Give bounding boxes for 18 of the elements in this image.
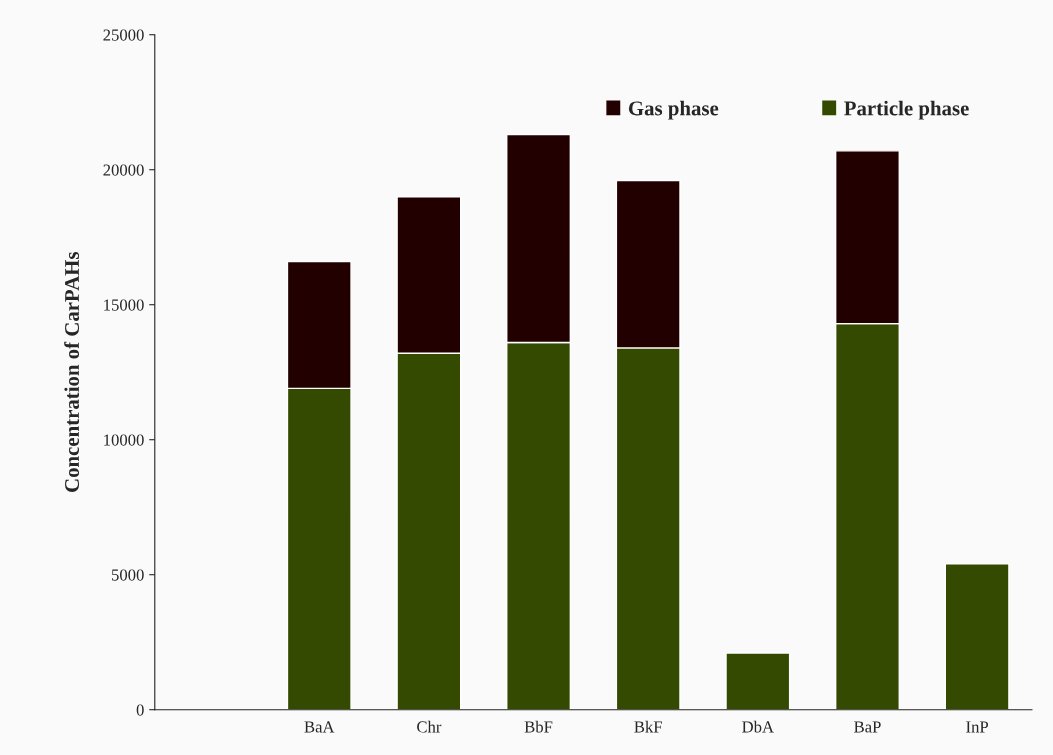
legend-label: Gas phase xyxy=(628,100,719,120)
x-tick-label: BaP xyxy=(854,721,881,733)
x-tick-label: Chr xyxy=(417,720,442,733)
x-tick-label: BaA xyxy=(304,721,335,733)
bar xyxy=(944,563,1010,710)
x-tick-label: DbA xyxy=(742,720,774,733)
y-tick-label: 25000 xyxy=(103,29,144,41)
y-tick-label: 15000 xyxy=(104,299,144,311)
y-axis-title: Concentration of CarPAHs xyxy=(64,251,80,492)
y-tick-label: 20000 xyxy=(103,164,144,176)
y-tick-label: 5000 xyxy=(112,569,144,581)
x-tick-label: BkF xyxy=(634,720,662,733)
y-tick-label: 0 xyxy=(136,704,144,716)
legend-label: Particle phase xyxy=(844,100,969,120)
x-tick-label: InP xyxy=(966,721,989,733)
y-tick-label: 10000 xyxy=(104,434,144,446)
x-tick-label: BbF xyxy=(524,720,553,733)
bar xyxy=(725,652,791,710)
